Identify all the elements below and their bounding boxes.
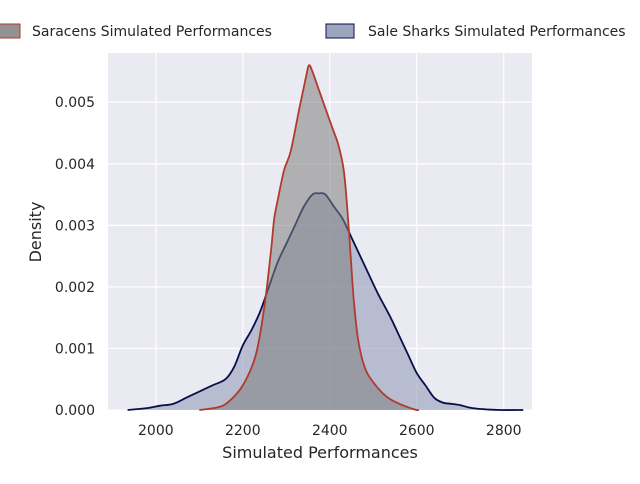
x-tick-label: 2800: [486, 423, 522, 439]
x-axis-ticks: 2000 2200 2400 2600 2800: [138, 423, 522, 439]
y-tick-label: 0.005: [55, 95, 95, 111]
x-tick-label: 2000: [138, 423, 174, 439]
sale-sharks-legend-label: Sale Sharks Simulated Performances: [368, 24, 626, 40]
y-tick-label: 0.004: [55, 157, 95, 173]
x-tick-label: 2200: [225, 423, 261, 439]
y-tick-label: 0.003: [55, 218, 95, 234]
y-axis-ticks: 0.000 0.001 0.002 0.003 0.004 0.005: [55, 95, 95, 419]
x-tick-label: 2400: [312, 423, 348, 439]
x-axis-label: Simulated Performances: [222, 443, 418, 462]
saracens-density-area: [199, 65, 419, 411]
y-axis-label: Density: [26, 202, 45, 263]
x-tick-label: 2600: [399, 423, 435, 439]
saracens-legend-swatch: [0, 23, 21, 39]
y-tick-label: 0.002: [55, 280, 95, 296]
density-series: [127, 64, 524, 411]
y-tick-label: 0.001: [55, 341, 95, 357]
sale-sharks-legend-swatch: [325, 23, 355, 39]
saracens-density-line: [199, 64, 419, 411]
saracens-legend-label: Saracens Simulated Performances: [32, 24, 272, 40]
y-tick-label: 0.000: [55, 403, 95, 419]
legend: Saracens Simulated Performances Sale Shar…: [0, 23, 626, 40]
